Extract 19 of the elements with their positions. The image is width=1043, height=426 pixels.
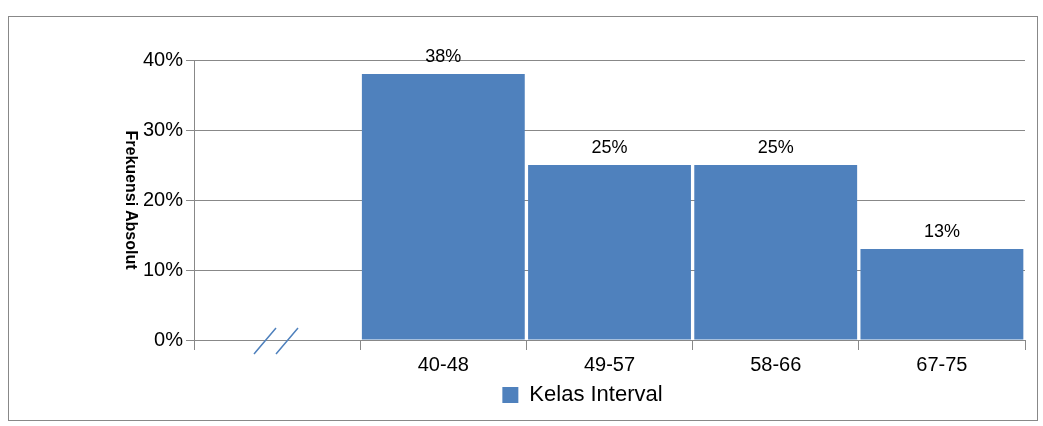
x-tick-label: 58-66	[750, 352, 802, 375]
bar	[528, 165, 691, 340]
y-tick-label: 0%	[154, 327, 184, 350]
y-tick-label: 20%	[143, 187, 184, 210]
x-tick-label: 67-75	[916, 352, 968, 375]
y-tick-label: 30%	[143, 117, 184, 140]
text: 25%	[757, 136, 794, 157]
text: 38%	[425, 45, 462, 66]
y-axis-title: Frekuensi Absolut	[122, 130, 140, 271]
bar	[694, 165, 858, 340]
x-tick-label: 49-57	[583, 352, 636, 375]
bar	[860, 249, 1024, 340]
y-tick-label: 10%	[143, 257, 184, 280]
x-tick-label: 40-48	[417, 352, 469, 375]
bar	[361, 74, 525, 340]
text: 13%	[923, 220, 960, 241]
text: 25%	[591, 136, 628, 157]
legend-label: Kelas Interval	[529, 381, 663, 407]
y-tick-label: 40%	[143, 47, 184, 70]
